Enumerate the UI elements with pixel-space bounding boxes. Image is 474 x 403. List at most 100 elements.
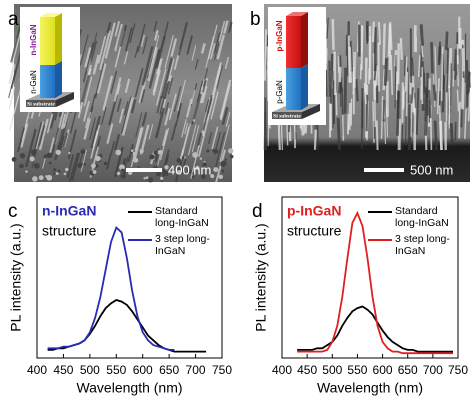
x-tick-label: 550	[347, 363, 367, 377]
grain	[46, 174, 53, 181]
grain	[29, 156, 35, 162]
nanowire	[329, 53, 334, 104]
grain	[65, 167, 69, 172]
nanowire	[71, 152, 81, 181]
nanowire	[148, 48, 161, 89]
nanowire	[154, 107, 165, 139]
nanowire	[190, 89, 196, 105]
grain	[57, 169, 61, 173]
nanowire	[390, 55, 394, 95]
nanowire	[214, 131, 226, 170]
nanowire	[448, 85, 452, 109]
nanowire	[141, 46, 154, 86]
nanowire	[438, 105, 442, 151]
nanowire	[89, 32, 98, 59]
nanowire	[80, 149, 87, 172]
nanowire	[25, 128, 37, 168]
nanowire	[155, 35, 166, 69]
grain	[132, 151, 137, 156]
nanowire	[130, 99, 137, 114]
grain	[182, 156, 185, 160]
nanowire	[106, 123, 114, 144]
nanowire	[404, 56, 408, 92]
nanowire	[187, 124, 197, 156]
x-tick-label: 550	[106, 363, 126, 377]
grain	[92, 170, 97, 174]
nanowire	[170, 38, 178, 57]
inset-bottom-layer: n-GaN	[29, 70, 38, 94]
nanowire	[164, 35, 174, 69]
nanowire	[221, 106, 229, 125]
nanowire	[80, 74, 91, 103]
nanowire	[200, 43, 206, 54]
nanowire	[383, 58, 389, 86]
nanowire	[46, 114, 53, 134]
nanowire	[200, 79, 205, 91]
nanowire	[181, 118, 187, 138]
y-axis-label: PL intensity (a.u.)	[8, 223, 24, 331]
nanowire	[205, 36, 215, 68]
nanowire	[127, 144, 134, 162]
x-tick-label: 650	[159, 363, 179, 377]
inset-a: n-InGaN n-GaN Si substrate	[20, 7, 80, 112]
nanowire	[215, 65, 224, 89]
nanowire	[378, 22, 382, 45]
nanowire	[163, 80, 171, 100]
nanowire	[428, 89, 432, 119]
y-axis-label: PL intensity (a.u.)	[253, 223, 269, 331]
nanowire	[134, 45, 139, 58]
nanowire	[106, 153, 112, 170]
nanowire	[174, 155, 184, 183]
nanowire	[355, 78, 359, 102]
inset-substrate: Si substrate	[273, 113, 301, 119]
grain	[218, 174, 223, 180]
x-tick-label: 600	[133, 363, 153, 377]
nanowire	[164, 102, 169, 115]
grain	[119, 164, 125, 171]
nanowire	[419, 24, 425, 46]
x-tick-label: 750	[448, 363, 468, 377]
nanowire	[263, 29, 268, 81]
nanowire	[467, 70, 471, 88]
x-tick-label: 450	[53, 363, 73, 377]
nanowire	[346, 113, 350, 135]
grain	[176, 158, 182, 163]
x-tick-label: 500	[80, 363, 100, 377]
grain	[52, 172, 56, 175]
nanowire	[106, 21, 112, 34]
grain	[187, 168, 192, 174]
nanowire	[190, 144, 201, 179]
x-tick-label: 700	[423, 363, 443, 377]
nanowire	[89, 117, 96, 141]
nanowire	[79, 34, 89, 66]
grain	[202, 162, 207, 167]
legend-label: Standard long-InGaN	[155, 205, 209, 229]
plot-frame	[36, 196, 223, 359]
grain	[229, 154, 234, 159]
nanowire	[114, 23, 123, 52]
nanowire	[219, 124, 230, 163]
nanowire	[343, 67, 348, 114]
grain	[19, 153, 26, 159]
grain	[80, 149, 86, 155]
nanowire	[264, 111, 267, 151]
nanowire	[202, 94, 213, 131]
nanowire	[97, 35, 107, 64]
nanowire	[417, 55, 421, 78]
nanowire	[173, 86, 182, 112]
nanowire	[170, 123, 177, 141]
nanowire	[448, 106, 451, 125]
grain	[210, 173, 215, 179]
nanowire	[450, 63, 452, 113]
nanowire	[117, 84, 121, 95]
nanowire	[380, 95, 384, 140]
grain	[11, 157, 17, 162]
nanowire	[118, 108, 125, 124]
nanowire	[337, 55, 340, 74]
nanowire	[347, 35, 351, 83]
nanowire	[368, 35, 371, 85]
grain	[55, 171, 59, 175]
nanowire	[415, 88, 420, 136]
nanowire	[60, 113, 67, 130]
nanowire	[140, 34, 146, 47]
